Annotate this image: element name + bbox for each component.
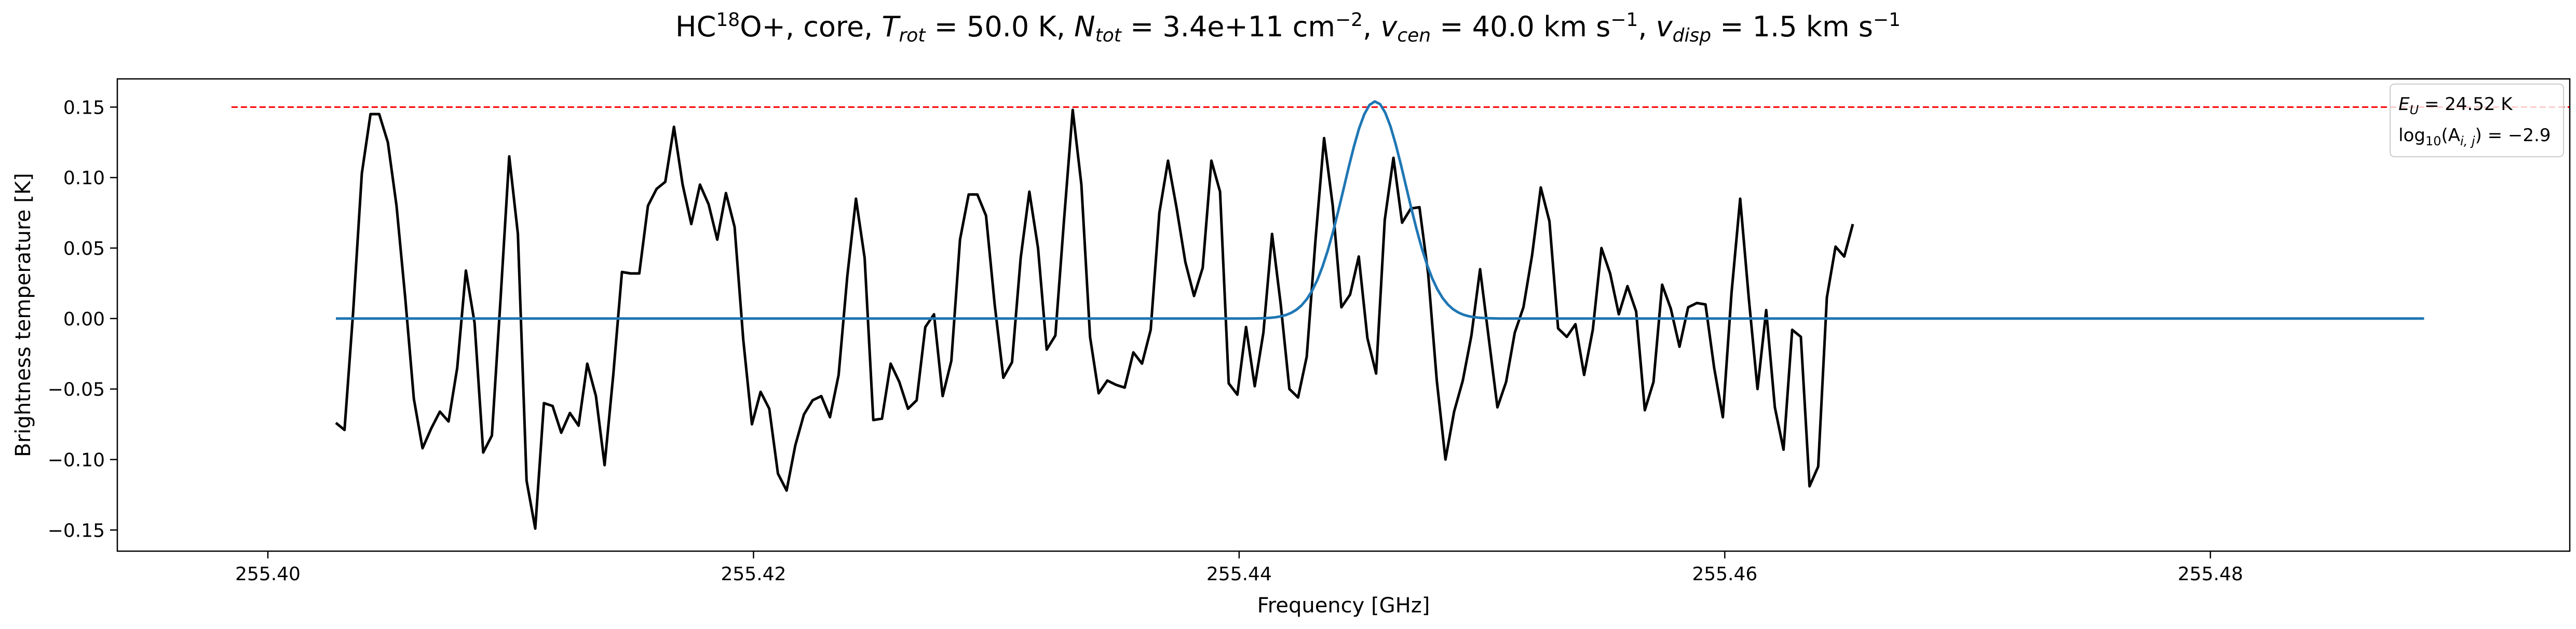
model-spectrum-line	[336, 100, 2424, 320]
y-tick-label: 0.15	[63, 97, 105, 118]
legend-einstein-text: log10(Ai, j) = −2.9	[2398, 125, 2551, 148]
y-axis-label: Brightness temperature [K]	[11, 173, 35, 457]
y-tick-label: 0.10	[63, 168, 105, 189]
y-tick-label: −0.10	[48, 449, 105, 471]
x-tick-label: 255.44	[1206, 564, 1272, 585]
chart-title: HC18O+, core, Trot = 50.0 K, Ntot = 3.4e…	[675, 9, 1901, 46]
x-axis-label: Frequency [GHz]	[1257, 594, 1430, 618]
x-tick-label: 255.40	[235, 564, 301, 585]
plot-frame	[116, 78, 2571, 552]
y-tick-label: −0.05	[48, 379, 105, 401]
legend-energy-text: EU = 24.52 K	[2398, 94, 2513, 117]
x-tick-label: 255.48	[2178, 564, 2243, 585]
y-tick-label: 0.00	[63, 309, 105, 330]
observed-spectrum-line	[335, 108, 1854, 530]
legend: EU = 24.52 K log10(Ai, j) = −2.9	[2390, 84, 2564, 157]
x-tick-label: 255.46	[1692, 564, 1757, 585]
y-tick-label: 0.05	[63, 238, 105, 259]
legend-box	[2390, 84, 2564, 157]
y-tick-label: −0.15	[48, 520, 105, 541]
x-tick-label: 255.42	[721, 564, 786, 585]
